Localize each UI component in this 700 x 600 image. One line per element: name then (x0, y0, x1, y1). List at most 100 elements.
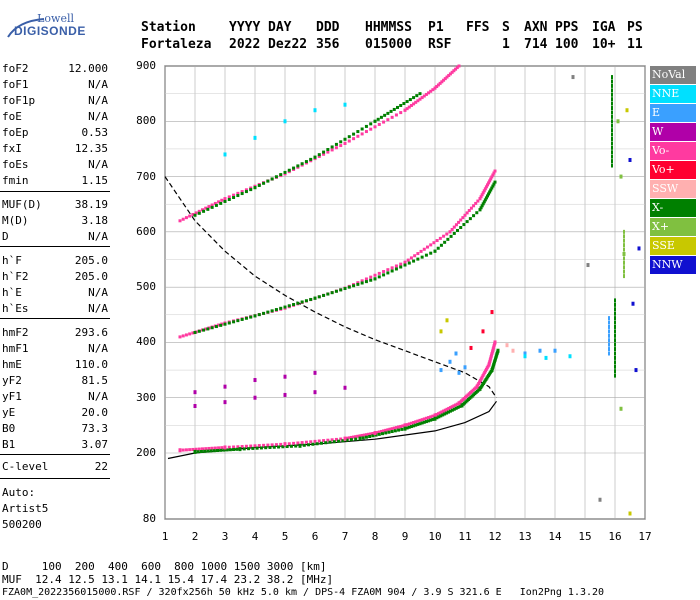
trace-echo (419, 249, 423, 253)
param-row: foF2 12.000 (2, 62, 108, 79)
param-separator (0, 454, 110, 455)
trace-echo (324, 441, 328, 445)
header-row1-cell: YYYY (229, 20, 261, 35)
trace-echo (244, 188, 248, 192)
trace-echo (304, 299, 308, 303)
trace-echo (412, 424, 416, 428)
fringe-echo (611, 141, 613, 146)
fringe-echo (611, 128, 613, 133)
trace-echo (343, 287, 347, 291)
param-value: 22 (94, 460, 108, 473)
fringe-echo (614, 298, 616, 303)
header-row1-cell: AXN (524, 20, 548, 35)
trace-echo (446, 237, 450, 241)
trace-echo (343, 141, 347, 145)
trace-echo (369, 278, 373, 282)
legend-item: Vo- (650, 142, 696, 160)
trace-echo (232, 445, 236, 449)
trace-echo (418, 97, 422, 101)
trace-echo (194, 447, 198, 451)
trace-echo (394, 426, 398, 430)
trace-echo (364, 277, 368, 281)
trace-echo (490, 351, 494, 355)
header-row1-cell: PPS (555, 20, 579, 35)
trace-echo (384, 428, 388, 432)
echo-point (193, 449, 197, 454)
header-row2-cell: Dez22 (268, 37, 308, 52)
trace-echo (375, 431, 379, 435)
trace-echo (382, 270, 386, 274)
fringe-echo (614, 355, 616, 360)
trace-echo (392, 107, 396, 111)
trace-echo (392, 426, 396, 430)
trace-echo (488, 190, 492, 194)
trace-echo (431, 414, 435, 418)
trace-echo (326, 150, 330, 154)
trace-echo (214, 203, 218, 207)
trace-echo (228, 448, 232, 452)
param-name: D (2, 230, 9, 243)
trace-echo (240, 190, 244, 194)
trace-echo (445, 75, 449, 79)
trace-echo (422, 247, 426, 251)
trace-echo (440, 80, 444, 84)
trace-echo (484, 369, 488, 373)
trace-echo (253, 444, 257, 448)
trace-echo (399, 424, 403, 428)
trace-echo (408, 98, 412, 102)
trace-echo (442, 78, 446, 82)
echo-point (598, 497, 602, 502)
trace-echo (217, 446, 221, 450)
trace-echo (289, 444, 293, 448)
trace-echo (283, 170, 287, 174)
fringe-echo (608, 316, 610, 321)
trace-echo (322, 150, 326, 154)
trace-echo (405, 107, 409, 111)
trace-echo (449, 234, 453, 238)
trace-echo (266, 443, 270, 447)
trace-echo (223, 322, 227, 326)
trace-echo (406, 258, 410, 262)
echo-point (283, 119, 287, 124)
legend-item: E (650, 104, 696, 122)
trace-echo (232, 320, 236, 324)
fringe-echo (611, 75, 613, 80)
trace-echo (452, 69, 456, 73)
fringe-echo (614, 369, 616, 374)
trace-echo (479, 206, 483, 210)
fringe-echo (614, 311, 616, 316)
trace-echo (405, 426, 409, 430)
echo-point (223, 445, 227, 450)
trace-echo (492, 345, 496, 349)
trace-echo (476, 199, 480, 203)
trace-echo (356, 434, 360, 438)
echo-point (511, 348, 515, 353)
echo-point (238, 447, 242, 452)
trace-echo (438, 411, 442, 415)
echo-point (568, 354, 572, 359)
trace-echo (181, 217, 185, 221)
trace-echo (447, 73, 451, 77)
trace-echo (371, 431, 375, 435)
fringe-echo (611, 145, 613, 150)
trace-echo (279, 306, 283, 310)
trace-echo (339, 140, 343, 144)
trace-echo (262, 311, 266, 315)
trace-echo (480, 193, 484, 197)
fringe-echo (608, 333, 610, 338)
trace-echo (447, 410, 450, 414)
x-tick-label: 13 (518, 530, 532, 543)
param-row: yF1 N/A (2, 390, 108, 407)
echo-point (358, 436, 362, 441)
trace-echo (339, 437, 343, 441)
trace-echo (292, 441, 296, 445)
trace-echo (371, 434, 375, 438)
trace-echo (223, 199, 227, 203)
legend-item: X- (650, 199, 696, 217)
trace-echo (405, 100, 409, 104)
trace-echo (491, 348, 495, 352)
trace-echo (424, 92, 428, 96)
trace-echo (341, 439, 345, 443)
trace-echo (227, 321, 231, 325)
trace-echo (300, 162, 304, 166)
